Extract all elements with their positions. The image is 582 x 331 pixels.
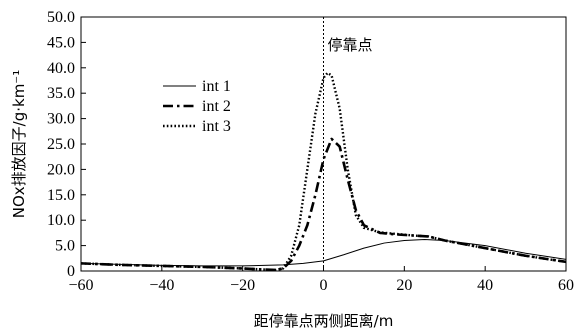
x-axis-title: 距停靠点两侧距离/m <box>254 312 394 330</box>
stop-point-label: 停靠点 <box>328 36 373 54</box>
y-tick-label: 45.0 <box>47 34 75 51</box>
series-lines <box>80 71 567 272</box>
x-tick-label: 60 <box>558 277 574 294</box>
y-tick-label: 0 <box>67 263 75 280</box>
legend-label: int 3 <box>202 118 231 135</box>
x-tick-label: 20 <box>396 277 412 294</box>
series-line-int-2 <box>80 137 567 272</box>
y-tick-label: 15.0 <box>47 187 75 204</box>
y-tick-label: 40.0 <box>47 60 75 77</box>
series-line-int-3 <box>80 71 567 272</box>
x-tick-label: −60 <box>68 277 93 294</box>
y-axis-title: NOx排放因子/g·km⁻¹ <box>10 70 28 218</box>
labels: −60 −40 −20 0 20 40 60 0 5.0 10.0 15.0 20.0 25.0 30.0… <box>10 9 574 330</box>
plot-frame <box>80 16 567 272</box>
x-tick-label: −40 <box>149 277 174 294</box>
y-tick-label: 35.0 <box>47 85 75 102</box>
y-tick-label: 5.0 <box>55 238 75 255</box>
legend: int 1 int 2 int 3 <box>163 78 231 135</box>
y-tick-label: 50.0 <box>47 9 75 26</box>
y-tick-label: 20.0 <box>47 161 75 178</box>
legend-label: int 1 <box>202 78 231 95</box>
y-tick-label: 30.0 <box>47 111 75 128</box>
x-tick-label: 40 <box>477 277 493 294</box>
y-tick-label: 10.0 <box>47 212 75 229</box>
y-tick-label: 25.0 <box>47 136 75 153</box>
legend-label: int 2 <box>202 98 231 115</box>
axes <box>80 16 567 272</box>
x-tick-label: −20 <box>230 277 255 294</box>
x-tick-label: 0 <box>320 277 328 294</box>
